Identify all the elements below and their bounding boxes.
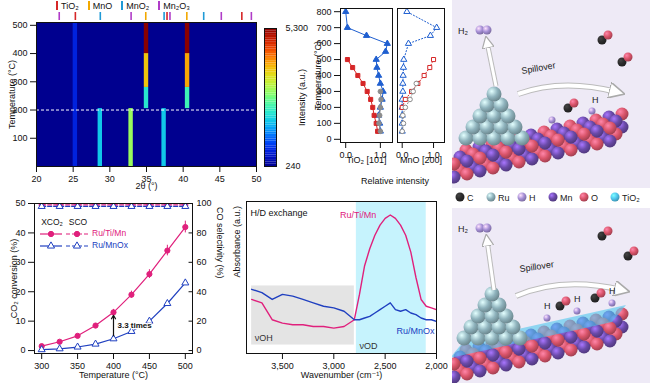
svg-text:CO selectivity (%): CO selectivity (%) [215, 207, 225, 279]
svg-text:450: 450 [141, 360, 157, 371]
svg-text:H: H [544, 301, 551, 311]
svg-text:0: 0 [326, 134, 331, 144]
svg-text:40: 40 [15, 228, 25, 238]
svg-text:H/D exchange: H/D exchange [251, 208, 308, 218]
svg-text:H: H [609, 286, 616, 296]
html-text:Ru/Ti/Mn: Ru/Ti/Mn [92, 228, 127, 239]
svg-text:0: 0 [20, 345, 25, 355]
svg-text:30: 30 [105, 174, 115, 184]
svg-text:2θ (°): 2θ (°) [135, 181, 157, 191]
svg-text:H: H [592, 95, 599, 105]
svg-text:500: 500 [12, 20, 27, 30]
svg-text:30: 30 [15, 257, 26, 268]
svg-text:Ru/Ti/Mn: Ru/Ti/Mn [340, 210, 376, 220]
svg-text:2,500: 2,500 [373, 360, 397, 371]
svg-text:TiO₂ [101]: TiO₂ [101] [346, 155, 386, 165]
svg-text:3,500: 3,500 [271, 361, 294, 371]
svg-text:35: 35 [141, 173, 152, 184]
svg-text:400: 400 [316, 70, 332, 81]
html-text:Ru/MnOx: Ru/MnOx [92, 240, 128, 251]
svg-text:100: 100 [12, 133, 27, 143]
svg-text:3,000: 3,000 [322, 360, 346, 371]
svg-text:45: 45 [215, 174, 225, 184]
svg-text:10: 10 [15, 316, 26, 326]
svg-text:Wavenumber (cm⁻¹): Wavenumber (cm⁻¹) [301, 370, 382, 380]
svg-text:C: C [467, 193, 474, 203]
svg-text:Intensity (a.u.): Intensity (a.u.) [297, 69, 307, 126]
svg-text:350: 350 [70, 360, 86, 371]
svg-text:200: 200 [316, 102, 332, 113]
html-text:MnO: MnO [92, 1, 113, 11]
svg-text:500: 500 [178, 361, 193, 371]
svg-text:400: 400 [12, 48, 27, 58]
svg-text:80: 80 [197, 228, 207, 238]
svg-text:3.3 times: 3.3 times [118, 321, 153, 330]
html-text:MnO₂: MnO₂ [126, 1, 150, 11]
svg-text:Temperature (°C): Temperature (°C) [7, 60, 17, 129]
svg-text:500: 500 [316, 54, 332, 65]
svg-text:Spillover: Spillover [519, 259, 555, 274]
svg-text:240: 240 [286, 161, 301, 171]
svg-text:Spillover: Spillover [521, 60, 557, 76]
html-text:Mn₂O₃: Mn₂O₃ [163, 1, 190, 11]
html-text:TiO₂: TiO₂ [61, 1, 79, 11]
svg-text:H: H [529, 193, 536, 203]
svg-text:Ru/MnOx: Ru/MnOx [396, 326, 435, 336]
svg-text:Temperature (°C): Temperature (°C) [313, 41, 323, 110]
svg-text:600: 600 [316, 38, 332, 49]
svg-text:300: 300 [12, 76, 28, 87]
svg-text:νOD: νOD [359, 341, 378, 351]
html-text:Relative intensity: Relative intensity [361, 176, 429, 186]
svg-text:O: O [591, 193, 598, 203]
svg-text:200: 200 [12, 104, 28, 115]
svg-text:100: 100 [197, 198, 212, 208]
svg-text:5,300: 5,300 [286, 23, 309, 33]
svg-text:60: 60 [197, 257, 207, 267]
svg-text:H₂: H₂ [458, 224, 468, 234]
svg-text:MnO [200]: MnO [200] [400, 155, 442, 165]
svg-text:H: H [574, 294, 581, 304]
svg-text:20: 20 [15, 286, 26, 297]
svg-text:50: 50 [15, 198, 25, 208]
svg-text:Temperature (°C): Temperature (°C) [79, 370, 148, 380]
svg-text:TiO₂: TiO₂ [622, 193, 640, 203]
svg-text:20: 20 [31, 174, 41, 184]
svg-text:Ru: Ru [498, 193, 510, 203]
svg-text:100: 100 [316, 118, 331, 128]
svg-text:40: 40 [197, 287, 207, 297]
svg-text:25: 25 [68, 174, 78, 184]
svg-text:50: 50 [251, 174, 261, 184]
svg-text:Mn: Mn [560, 193, 573, 203]
svg-text:Absorbance (a.u.): Absorbance (a.u.) [232, 206, 242, 278]
svg-text:0: 0 [197, 345, 202, 355]
svg-text:H₂: H₂ [458, 26, 468, 36]
svg-text:300: 300 [34, 361, 49, 371]
svg-text:CO₂ conversion (%): CO₂ conversion (%) [9, 239, 19, 319]
svg-text:20: 20 [197, 316, 207, 326]
svg-text:700: 700 [316, 23, 331, 33]
html-text:XCO₂: XCO₂ [41, 217, 63, 227]
html-text:SCO: SCO [68, 217, 88, 227]
svg-text:νOH: νOH [255, 333, 273, 343]
svg-text:400: 400 [106, 360, 121, 371]
svg-text:300: 300 [316, 86, 332, 97]
svg-text:800: 800 [316, 7, 331, 17]
svg-text:40: 40 [178, 174, 188, 184]
svg-text:2,000: 2,000 [425, 361, 448, 371]
